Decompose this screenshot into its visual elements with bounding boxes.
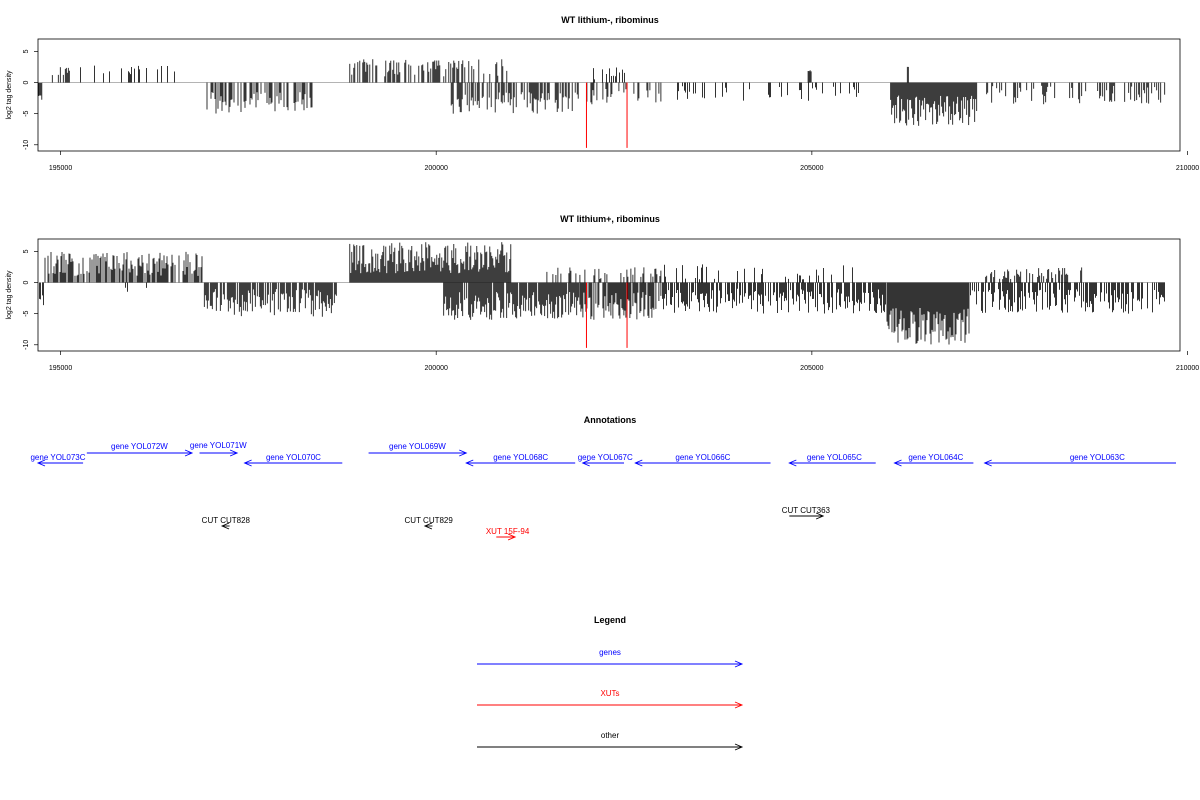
x-tick-label: 200000: [425, 365, 448, 372]
plot-frame: [37, 38, 1181, 152]
arrow-head: [815, 512, 825, 520]
legend-entries: genes XUTs other: [477, 648, 744, 751]
y-tick-label: 5: [23, 49, 30, 53]
y-axis: 5 0 -5 -10: [23, 249, 38, 350]
chart-title: WT lithium+, ribominus: [560, 214, 660, 224]
feature-label: gene YOL070C: [266, 453, 321, 462]
annotations-title: Annotations: [584, 415, 637, 425]
panel-lithium-minus: WT lithium-, ribominus 195000 200000 20500…: [6, 15, 1199, 172]
legend-label: genes: [599, 648, 621, 657]
x-tick-label: 210000: [1176, 165, 1199, 172]
feature-label: gene YOL068C: [493, 453, 548, 462]
arrow-head: [507, 533, 517, 541]
y-tick-label: 0: [23, 281, 30, 285]
x-axis: 195000 200000 205000 210000: [49, 351, 1199, 372]
y-tick-label: -10: [23, 340, 30, 350]
feature-label: gene YOL073C: [30, 453, 85, 462]
y-tick-label: 5: [23, 249, 30, 253]
feature-label: gene YOL063C: [1070, 453, 1125, 462]
x-tick-label: 195000: [49, 365, 72, 372]
feature-label: CUT CUT829: [405, 516, 454, 525]
feature-label: CUT CUT363: [782, 506, 831, 515]
feature-label: XUT 15F-94: [486, 527, 530, 536]
feature-label: gene YOL064C: [908, 453, 963, 462]
arrow-head: [788, 459, 797, 467]
y-axis-label: log2 tag density: [6, 270, 13, 320]
x-axis: 195000 200000 205000 210000: [49, 151, 1199, 172]
arrow-head: [184, 449, 194, 457]
x-tick-label: 210000: [1176, 365, 1199, 372]
arrow-head: [893, 459, 902, 467]
red-marker-lines: [585, 82, 628, 148]
arrow-head: [983, 459, 992, 467]
arrow-head: [465, 459, 474, 467]
feature-label: gene YOL065C: [807, 453, 862, 462]
arrow-head: [634, 459, 643, 467]
legend-label: XUTs: [600, 689, 619, 698]
x-tick-label: 205000: [800, 165, 823, 172]
red-marker-lines: [585, 282, 628, 348]
legend: Legend genes XUTs other: [477, 615, 744, 751]
arrow-head: [734, 743, 744, 751]
x-tick-label: 205000: [800, 365, 823, 372]
y-tick-label: -10: [23, 140, 30, 150]
arrow-head: [243, 459, 252, 467]
y-axis: 5 0 -5 -10: [23, 49, 38, 150]
chart-title: WT lithium-, ribominus: [561, 15, 659, 25]
y-tick-label: 0: [23, 81, 30, 85]
arrow-head: [734, 660, 744, 668]
feature-label: CUT CUT828: [202, 516, 251, 525]
arrow-head: [734, 701, 744, 709]
feature-label: gene YOL066C: [675, 453, 730, 462]
panel-lithium-plus: WT lithium+, ribominus 195000 200000 20500…: [6, 214, 1199, 372]
feature-label: gene YOL071W: [190, 441, 247, 450]
feature-label: gene YOL069W: [389, 442, 446, 451]
annotation-features: gene YOL073C gene YOL072W gene YOL071W gene…: [30, 441, 1176, 541]
arrow-head: [229, 449, 239, 457]
arrow-head: [220, 522, 230, 530]
arrow-head: [36, 459, 46, 467]
arrow-head: [459, 449, 468, 457]
y-tick-label: -5: [23, 310, 30, 316]
plot-frame: [37, 238, 1181, 352]
arrow-head: [581, 459, 590, 467]
legend-label: other: [601, 731, 620, 740]
arrow-head: [423, 522, 433, 530]
feature-label: gene YOL067C: [578, 453, 633, 462]
x-tick-label: 195000: [49, 165, 72, 172]
legend-title: Legend: [594, 615, 626, 625]
y-tick-label: -5: [23, 110, 30, 116]
y-axis-label: log2 tag density: [6, 70, 13, 120]
feature-label: gene YOL072W: [111, 442, 168, 451]
x-tick-label: 200000: [425, 165, 448, 172]
density-bars: [39, 242, 1165, 345]
density-bars: [38, 59, 1166, 126]
